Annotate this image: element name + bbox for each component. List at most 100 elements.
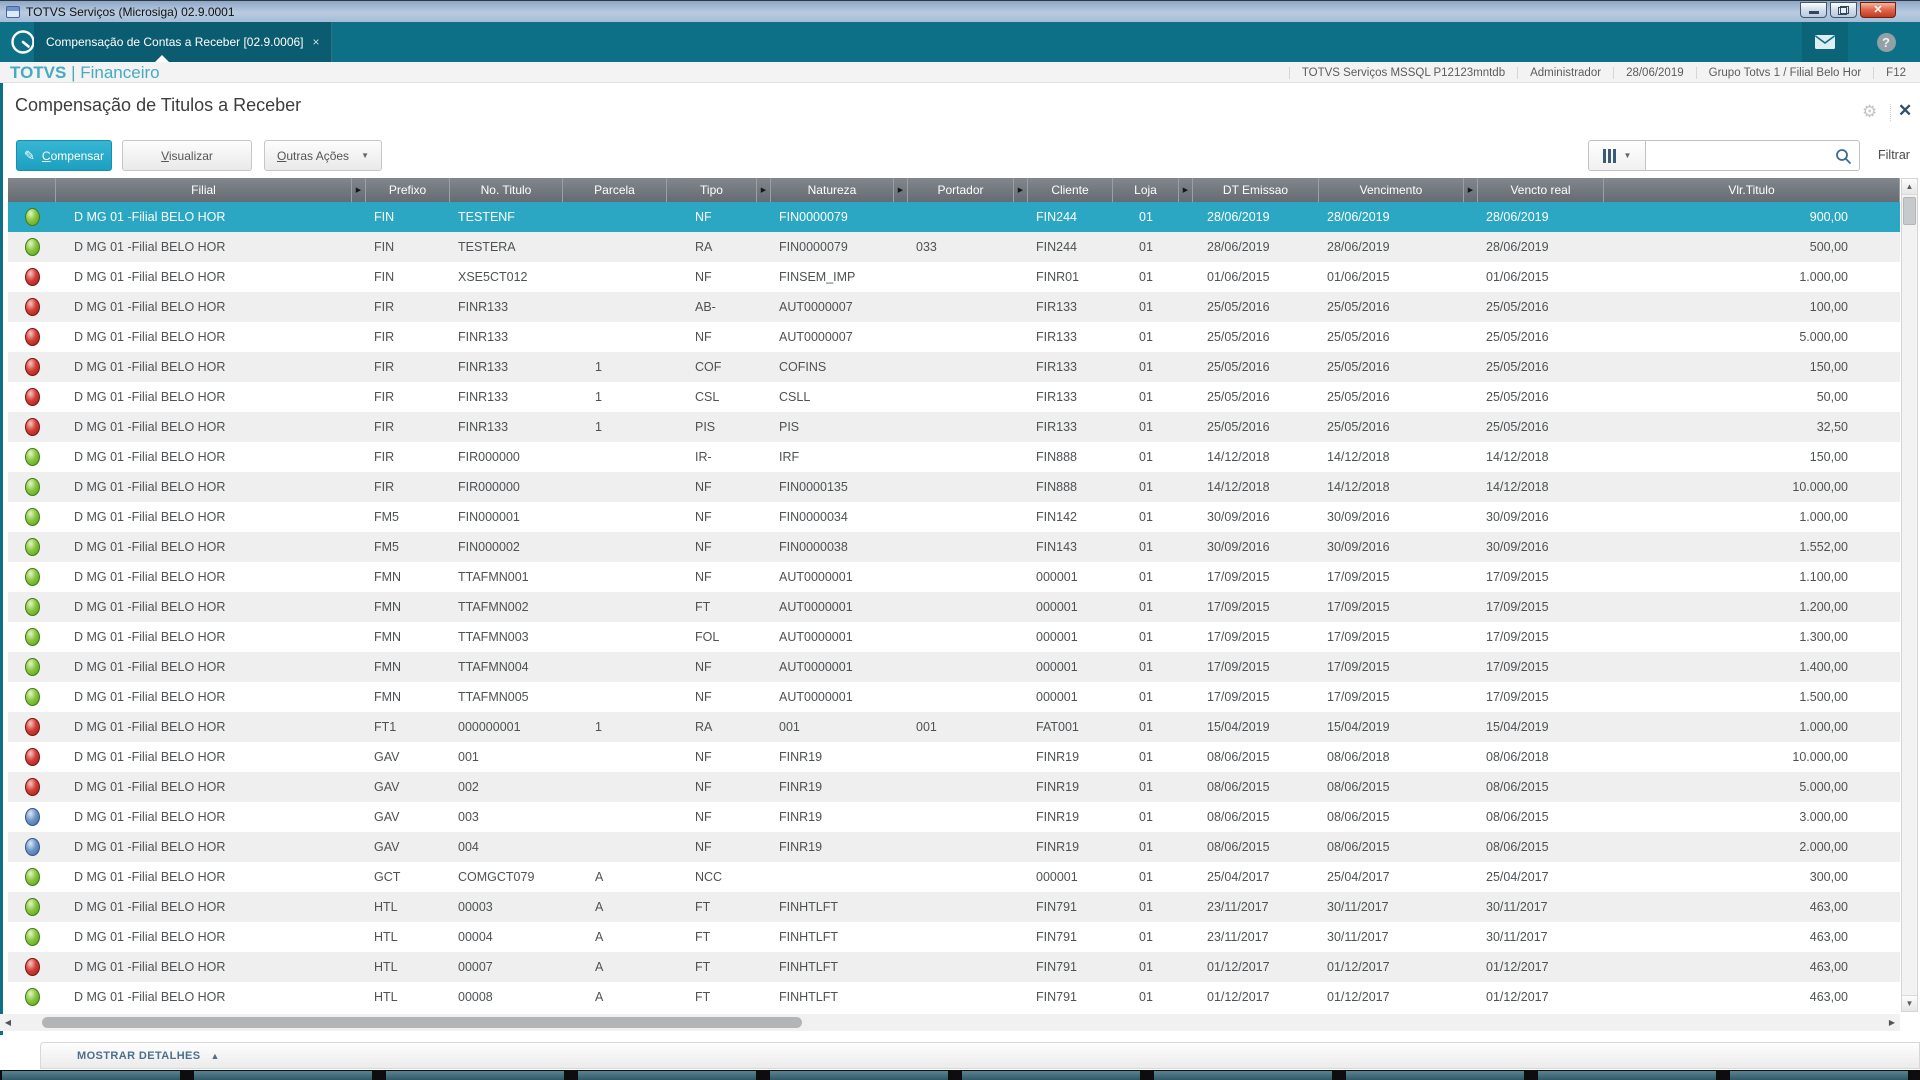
cell-portador xyxy=(908,622,1014,652)
cell-natureza: FINHTLFT xyxy=(779,930,839,944)
minimize-button[interactable] xyxy=(1800,2,1827,18)
table-row[interactable]: D MG 01 -Filial BELO HOR FT1 000000001 1 RA 0… xyxy=(8,712,1900,742)
sort-arrow-icon: ▶ xyxy=(352,178,366,202)
table-row[interactable]: D MG 01 -Filial BELO HOR GCT COMGCT079 A NCC… xyxy=(8,862,1900,892)
col-header-loja[interactable]: Loja xyxy=(1113,178,1179,202)
visualizar-button[interactable]: Visualizar xyxy=(122,140,252,171)
table-row[interactable]: D MG 01 -Filial BELO HOR FIN TESTENF NF FIN0… xyxy=(8,202,1900,232)
cell-portador xyxy=(908,952,1014,982)
table-row[interactable]: D MG 01 -Filial BELO HOR FIR FINR133 AB- AUT… xyxy=(8,292,1900,322)
table-row[interactable]: D MG 01 -Filial BELO HOR GAV 001 NF FINR19 FI… xyxy=(8,742,1900,772)
compensar-button[interactable]: ✎ Compensar xyxy=(16,140,112,171)
cell-vencimento: 14/12/2018 xyxy=(1327,450,1390,464)
cell-loja: 01 xyxy=(1139,270,1153,284)
table-row[interactable]: D MG 01 -Filial BELO HOR HTL 00003 A FT FINHT… xyxy=(8,892,1900,922)
horizontal-scrollbar[interactable]: ◀ ▶ xyxy=(0,1014,1900,1031)
brand: TOTVS | Financeiro xyxy=(10,62,160,83)
col-header-portador[interactable]: Portador xyxy=(908,178,1014,202)
scroll-right-icon[interactable]: ▶ xyxy=(1888,1018,1896,1027)
cell-tipo: NF xyxy=(695,750,712,764)
table-row[interactable]: D MG 01 -Filial BELO HOR FM5 FIN000001 NF FI… xyxy=(8,502,1900,532)
col-header-vencimento[interactable]: Vencimento xyxy=(1319,178,1464,202)
close-button[interactable]: ✕ xyxy=(1860,2,1896,18)
table-row[interactable]: D MG 01 -Filial BELO HOR GAV 004 NF FINR19 FI… xyxy=(8,832,1900,862)
col-header-dt_emissao[interactable]: DT Emissao xyxy=(1193,178,1319,202)
horizontal-scrollbar-thumb[interactable] xyxy=(42,1017,802,1028)
mail-button[interactable] xyxy=(1802,22,1848,62)
table-row[interactable]: D MG 01 -Filial BELO HOR FIN XSE5CT012 NF FI… xyxy=(8,262,1900,292)
cell-loja: 01 xyxy=(1139,840,1153,854)
cell-natureza: AUT0000007 xyxy=(779,330,853,344)
table-row[interactable]: D MG 01 -Filial BELO HOR FIR FINR133 1 CSL CS… xyxy=(8,382,1900,412)
cell-spacer xyxy=(757,622,771,652)
gear-icon[interactable]: ⚙ xyxy=(1862,102,1878,121)
cell-cliente: FIR133 xyxy=(1036,330,1077,344)
col-header-tipo[interactable]: Tipo xyxy=(667,178,757,202)
col-header-natureza[interactable]: Natureza xyxy=(771,178,894,202)
table-row[interactable]: D MG 01 -Filial BELO HOR FIN TESTERA RA FIN0… xyxy=(8,232,1900,262)
cell-filial: D MG 01 -Filial BELO HOR xyxy=(74,360,226,374)
outras-acoes-button[interactable]: Outras Ações ▼ xyxy=(264,140,382,171)
cell-vlr_titulo: 1.500,00 xyxy=(1799,690,1848,704)
col-header-filial[interactable]: Filial xyxy=(56,178,352,202)
cell-spacer xyxy=(894,922,908,952)
status-green-icon xyxy=(24,988,40,1006)
scroll-down-icon[interactable]: ▼ xyxy=(1902,995,1917,1011)
cell-loja: 01 xyxy=(1139,630,1153,644)
table-row[interactable]: D MG 01 -Filial BELO HOR HTL 00004 A FT FINHT… xyxy=(8,922,1900,952)
table-row[interactable]: D MG 01 -Filial BELO HOR FMN TTAFMN002 FT AU… xyxy=(8,592,1900,622)
cell-filial: D MG 01 -Filial BELO HOR xyxy=(74,750,226,764)
cell-dt_emissao: 25/05/2016 xyxy=(1207,300,1270,314)
cell-vencto_real: 25/05/2016 xyxy=(1486,330,1549,344)
cell-prefixo: FIR xyxy=(374,420,395,434)
cell-parcela xyxy=(563,262,667,292)
tab-compensacao[interactable]: Compensação de Contas a Receber [02.9.00… xyxy=(34,22,332,62)
help-button[interactable]: ? xyxy=(1866,22,1906,62)
col-header-vencto_real[interactable]: Vencto real xyxy=(1478,178,1604,202)
filtrar-link[interactable]: Filtrar xyxy=(1878,148,1910,162)
table-row[interactable]: D MG 01 -Filial BELO HOR FIR FIR000000 NF FI… xyxy=(8,472,1900,502)
table-row[interactable]: D MG 01 -Filial BELO HOR FIR FINR133 NF AUT0… xyxy=(8,322,1900,352)
col-header-cliente[interactable]: Cliente xyxy=(1028,178,1113,202)
table-row[interactable]: D MG 01 -Filial BELO HOR FIR FINR133 1 COF CO… xyxy=(8,352,1900,382)
scroll-left-icon[interactable]: ◀ xyxy=(4,1018,12,1027)
table-row[interactable]: D MG 01 -Filial BELO HOR GAV 002 NF FINR19 FI… xyxy=(8,772,1900,802)
col-header-vlr_titulo[interactable]: Vlr.Titulo xyxy=(1604,178,1900,202)
table-row[interactable]: D MG 01 -Filial BELO HOR FIR FINR133 1 PIS PI… xyxy=(8,412,1900,442)
restore-button[interactable] xyxy=(1830,2,1857,18)
table-row[interactable]: D MG 01 -Filial BELO HOR FMN TTAFMN001 NF AU… xyxy=(8,562,1900,592)
search-input[interactable] xyxy=(1652,143,1827,168)
table-row[interactable]: D MG 01 -Filial BELO HOR FM5 FIN000002 NF FI… xyxy=(8,532,1900,562)
cell-status xyxy=(8,682,56,712)
cell-spacer xyxy=(757,862,771,892)
scroll-up-icon[interactable]: ▲ xyxy=(1902,179,1917,195)
search-icon[interactable] xyxy=(1835,148,1852,165)
col-header-prefixo[interactable]: Prefixo xyxy=(366,178,450,202)
cell-spacer xyxy=(894,352,908,382)
page-close-icon[interactable]: ✕ xyxy=(1898,101,1913,120)
tab-close-icon[interactable]: × xyxy=(312,35,320,49)
cell-vlr_titulo: 1.400,00 xyxy=(1799,660,1848,674)
col-header-no_titulo[interactable]: No. Titulo xyxy=(450,178,563,202)
table-row[interactable]: D MG 01 -Filial BELO HOR HTL 00008 A FT FINHT… xyxy=(8,982,1900,1012)
vertical-scrollbar[interactable]: ▲ ▼ xyxy=(1901,178,1918,1012)
col-header-status[interactable] xyxy=(8,178,56,202)
cell-loja: 01 xyxy=(1139,600,1153,614)
cell-spacer xyxy=(1179,352,1193,382)
column-picker-button[interactable]: ▼ xyxy=(1588,140,1646,171)
cell-parcela xyxy=(563,502,667,532)
table-row[interactable]: D MG 01 -Filial BELO HOR HTL 00007 A FT FINHT… xyxy=(8,952,1900,982)
table-row[interactable]: D MG 01 -Filial BELO HOR GAV 003 NF FINR19 FI… xyxy=(8,802,1900,832)
cell-spacer xyxy=(1014,532,1028,562)
mostrar-detalhes-bar[interactable]: MOSTRAR DETALHES ▲ xyxy=(40,1042,1920,1069)
table-row[interactable]: D MG 01 -Filial BELO HOR FMN TTAFMN005 NF AU… xyxy=(8,682,1900,712)
table-row[interactable]: D MG 01 -Filial BELO HOR FMN TTAFMN003 FOL A… xyxy=(8,622,1900,652)
col-header-parcela[interactable]: Parcela xyxy=(563,178,667,202)
cell-dt_emissao: 01/12/2017 xyxy=(1207,990,1270,1004)
vertical-scrollbar-thumb[interactable] xyxy=(1903,197,1916,225)
table-row[interactable]: D MG 01 -Filial BELO HOR FIR FIR000000 IR- I… xyxy=(8,442,1900,472)
cell-spacer xyxy=(894,532,908,562)
cell-no_titulo: TTAFMN004 xyxy=(458,660,529,674)
table-row[interactable]: D MG 01 -Filial BELO HOR FMN TTAFMN004 NF AU… xyxy=(8,652,1900,682)
cell-vencimento: 08/06/2018 xyxy=(1327,750,1390,764)
